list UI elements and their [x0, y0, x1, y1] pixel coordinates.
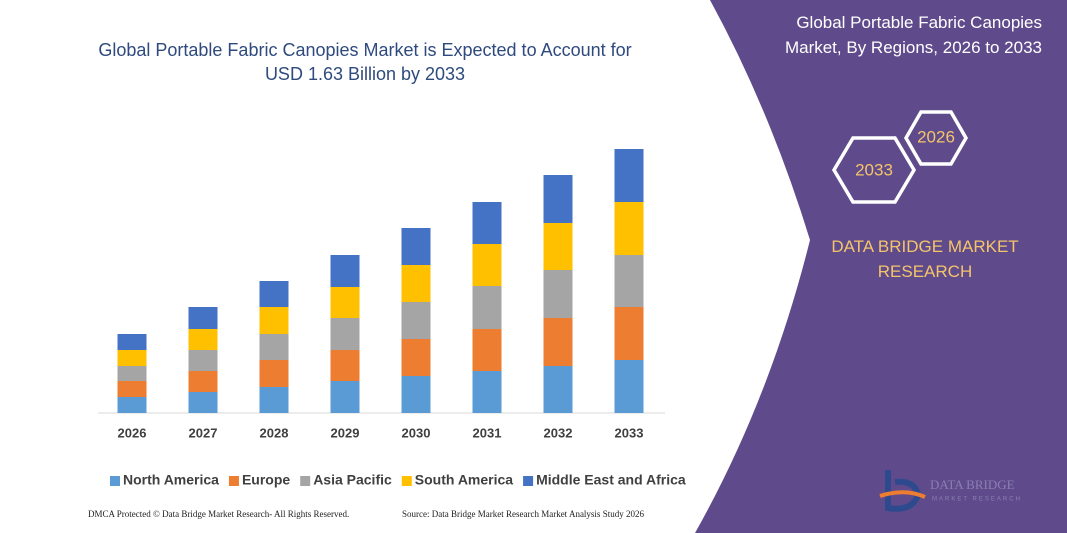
x-tick-label: 2027 — [189, 425, 218, 440]
bar-segment — [543, 270, 573, 318]
footer-left: DMCA Protected © Data Bridge Market Rese… — [88, 509, 349, 519]
bar-segment — [614, 255, 644, 307]
legend-label: South America — [415, 472, 513, 488]
hex-label: 2033 — [855, 160, 893, 179]
bar-segment — [543, 175, 573, 223]
legend-swatch — [110, 476, 120, 486]
legend-label: Middle East and Africa — [536, 472, 686, 488]
bar-segment — [117, 366, 147, 381]
bar-segment — [330, 318, 360, 350]
bar-segment — [543, 223, 573, 270]
bar-segment — [330, 350, 360, 381]
bar-segment — [259, 281, 289, 307]
bar-segment — [117, 334, 147, 350]
bar-segment — [330, 255, 360, 287]
bar-segment — [188, 392, 218, 413]
bar-segment — [330, 381, 360, 413]
x-tick-label: 2030 — [402, 425, 431, 440]
bar-segment — [188, 350, 218, 371]
hexagon — [831, 136, 917, 204]
bar-segment — [330, 287, 360, 318]
bar-segment — [472, 371, 502, 413]
bar-segment — [117, 381, 147, 397]
logo-sub: MARKET RESEARCH — [932, 497, 1022, 503]
x-tick-label: 2029 — [331, 425, 360, 440]
bar-segment — [259, 387, 289, 413]
x-tick-label: 2026 — [118, 425, 147, 440]
bar-segment — [401, 302, 431, 339]
bar-segment — [401, 339, 431, 376]
x-tick-label: 2032 — [544, 425, 573, 440]
bar-segment — [401, 376, 431, 413]
bar-segment — [614, 360, 644, 413]
logo-icon — [879, 490, 926, 499]
bar-segment — [614, 149, 644, 202]
legend-swatch — [228, 476, 239, 486]
bar-segment — [259, 360, 289, 387]
chart-title: Global Portable Fabric Canopies Market i… — [98, 40, 632, 84]
hexagon — [903, 110, 969, 166]
panel-title: Global Portable Fabric Canopies Market, … — [784, 13, 1042, 57]
legend-swatch — [300, 476, 311, 486]
bar-segment — [543, 318, 573, 366]
x-tick-label: 2033 — [615, 425, 644, 440]
bar-segment — [188, 371, 218, 392]
x-tick-label: 2028 — [260, 425, 289, 440]
bar-segment — [117, 397, 147, 413]
bar-segment — [472, 286, 502, 329]
bar-segment — [188, 329, 218, 350]
x-tick-label: 2031 — [473, 425, 502, 440]
bar-segment — [117, 350, 147, 366]
bar-segment — [472, 244, 502, 286]
bar-segment — [188, 307, 218, 329]
legend-swatch — [401, 476, 412, 486]
brand: DATA BRIDGE MARKET RESEARCH — [831, 237, 1019, 281]
bar-segment — [401, 265, 431, 302]
bar-segment — [614, 307, 644, 360]
bar-segment — [614, 202, 644, 255]
bar-segment — [472, 329, 502, 371]
bar-segment — [401, 228, 431, 265]
footer-right: Source: Data Bridge Market Research Mark… — [402, 509, 644, 519]
panel-bg — [695, 0, 1067, 533]
bar-segment — [259, 307, 289, 334]
legend-swatch — [523, 476, 534, 486]
bar-segment — [259, 334, 289, 360]
legend-label: Asia Pacific — [313, 472, 392, 488]
logo: DATA BRIDGE MARKET RESEARCH — [879, 470, 1022, 512]
logo-name: DATA BRIDGE — [930, 477, 1015, 492]
legend-label: North America — [123, 472, 219, 488]
hex-label: 2026 — [917, 127, 955, 146]
bar-segment — [472, 202, 502, 244]
legend-label: Europe — [242, 472, 290, 488]
bar-segment — [543, 366, 573, 413]
